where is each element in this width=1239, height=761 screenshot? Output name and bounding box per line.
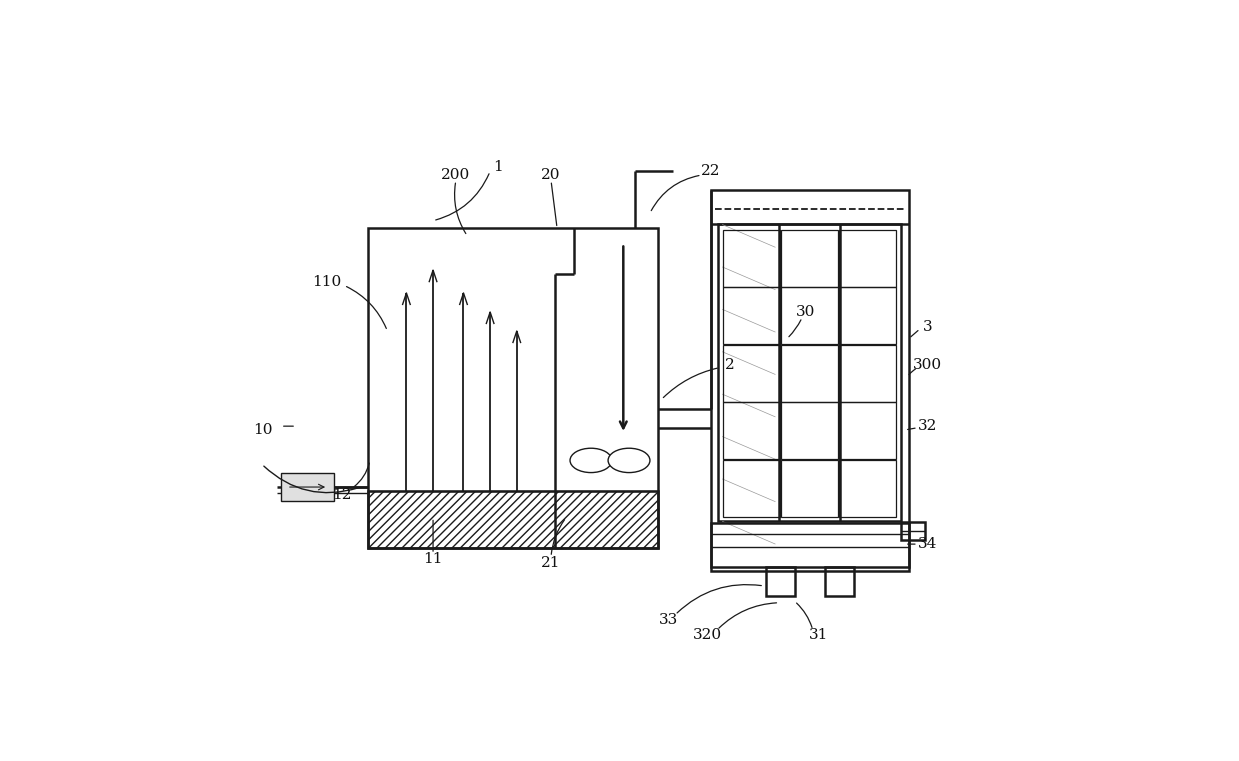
Text: 31: 31 [809,629,829,642]
Bar [839,403,896,459]
Ellipse shape [570,448,612,473]
Text: 300: 300 [913,358,943,372]
Bar [711,523,908,567]
Bar [719,224,901,521]
Bar [368,491,658,548]
Bar [711,190,908,571]
Text: 34: 34 [918,537,938,551]
Bar [368,228,658,548]
Text: 1: 1 [493,161,503,174]
Bar [839,288,896,344]
Bar [724,230,781,287]
Text: 20: 20 [541,168,561,182]
Bar [825,567,854,596]
Text: 3: 3 [923,320,933,334]
Text: 33: 33 [659,613,679,627]
Text: 200: 200 [441,168,471,182]
Bar [781,230,838,287]
Bar [781,288,838,344]
Text: 32: 32 [918,419,938,433]
Bar [766,567,794,596]
Bar [781,403,838,459]
Bar [781,460,838,517]
Text: 22: 22 [701,164,721,178]
Text: 110: 110 [312,275,341,288]
Bar [724,288,781,344]
Bar [781,345,838,402]
Text: 30: 30 [797,305,815,319]
Bar [724,460,781,517]
Bar [901,522,926,540]
Text: 11: 11 [424,552,442,566]
Text: 2: 2 [725,358,735,372]
Bar [724,403,781,459]
Text: 21: 21 [541,556,561,570]
Bar [839,460,896,517]
Text: 10: 10 [254,423,273,437]
Bar [839,230,896,287]
Bar [839,345,896,402]
Bar [281,473,335,501]
Text: 320: 320 [693,629,721,642]
Text: 12: 12 [332,488,352,501]
Ellipse shape [608,448,650,473]
Bar [724,345,781,402]
